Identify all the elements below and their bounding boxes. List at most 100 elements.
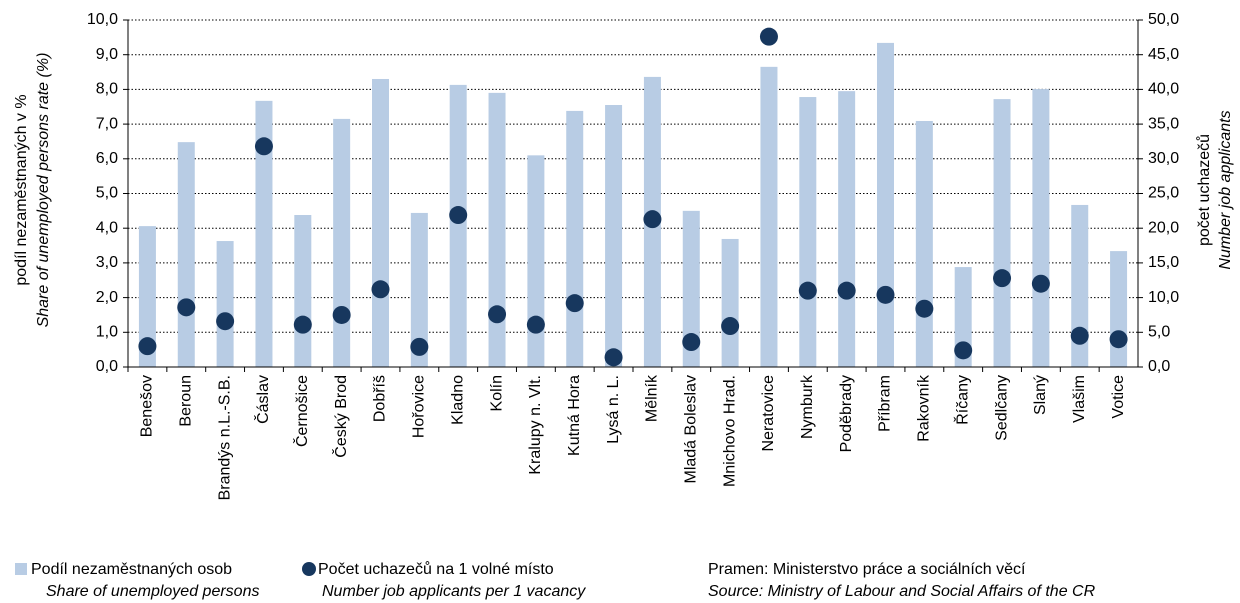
y-tick-label: 9,0 <box>96 46 118 63</box>
dot <box>449 206 468 225</box>
source: Pramen: Ministerstvo práce a sociálních … <box>708 561 1026 578</box>
y2-tick-label: 50,0 <box>1148 11 1179 28</box>
dot <box>993 269 1012 288</box>
bar <box>799 97 817 367</box>
y2-tick-label: 0,0 <box>1148 358 1170 375</box>
dot <box>177 298 196 317</box>
y2-tick-label: 20,0 <box>1148 219 1179 236</box>
y2-tick-label: 5,0 <box>1148 324 1170 341</box>
y-axis-label: Share of unemployed persons rate (%) <box>35 53 52 328</box>
bar <box>527 155 545 367</box>
bar <box>372 78 389 368</box>
x-tick-label: Dobříš <box>372 375 389 422</box>
dot <box>721 317 740 336</box>
legend-label: Počet uchazečů na 1 volné místo <box>318 560 554 578</box>
dot <box>1109 330 1128 349</box>
bar <box>410 212 428 367</box>
y-tick-label: 1,0 <box>96 324 118 341</box>
y2-tick-label: 15,0 <box>1148 254 1179 271</box>
y-tick-label: 10,0 <box>87 11 118 28</box>
dot <box>565 294 584 313</box>
y-tick-label: 4,0 <box>96 219 118 236</box>
y2-tick-label: 45,0 <box>1148 46 1179 63</box>
x-tick-label: Votice <box>1110 375 1127 419</box>
dot <box>759 27 778 46</box>
bar <box>1071 204 1089 367</box>
bar <box>333 118 351 368</box>
bar <box>760 66 778 367</box>
y2-axis-label: Number job applicants <box>1217 110 1234 269</box>
dot <box>682 333 701 352</box>
x-tick-label: Čáslav <box>253 375 272 424</box>
bar <box>488 92 506 368</box>
x-tick-label: Český Brod <box>331 375 350 458</box>
y-tick-label: 0,0 <box>96 358 118 375</box>
legend-label: Share of unemployed persons <box>46 583 259 600</box>
bar <box>566 110 584 367</box>
x-tick-label: Rakovník <box>916 374 933 442</box>
y2-tick-label: 40,0 <box>1148 81 1179 98</box>
y-tick-label: 8,0 <box>96 81 118 98</box>
x-tick-label: Kutná Hora <box>566 375 583 456</box>
bar <box>838 91 856 367</box>
x-tick-label: Říčany <box>952 375 971 425</box>
x-tick-label: Beroun <box>177 375 194 427</box>
x-tick-label: Kolín <box>488 375 505 411</box>
dot <box>798 281 817 300</box>
x-tick-label: Mladá Boleslav <box>682 375 699 484</box>
bar <box>993 99 1011 367</box>
x-tick-label: Lysá n. L. <box>605 375 622 444</box>
bar <box>915 120 933 368</box>
x-tick-label: Mělník <box>644 374 661 422</box>
y-tick-label: 2,0 <box>96 289 118 306</box>
dot <box>1031 274 1050 293</box>
dot <box>410 337 429 356</box>
bar <box>721 238 739 367</box>
y-axis-label: podíl nezaměstnaných v % <box>13 94 30 285</box>
bar <box>877 42 894 367</box>
y-tick-label: 3,0 <box>96 254 118 271</box>
x-tick-label: Nymburk <box>799 374 816 439</box>
bar <box>1110 251 1128 367</box>
x-tick-label: Hořovice <box>411 375 428 438</box>
x-tick-label: Slaný <box>1032 375 1049 415</box>
bar <box>255 100 273 367</box>
y2-axis-label: počet uchazečů <box>1195 134 1213 246</box>
x-tick-label: Neratovice <box>760 375 777 452</box>
dot <box>254 137 273 156</box>
dot <box>954 341 973 360</box>
dot <box>604 348 623 367</box>
bar <box>216 241 234 367</box>
dot <box>643 210 662 229</box>
x-tick-label: Příbram <box>877 375 894 432</box>
bar <box>138 226 156 367</box>
legend-label: Podíl nezaměstnaných osob <box>31 561 232 578</box>
y2-tick-label: 30,0 <box>1148 150 1179 167</box>
x-tick-label: Benešov <box>139 375 156 437</box>
dot <box>526 315 545 334</box>
x-tick-label: Černošice <box>292 375 311 447</box>
y-tick-label: 6,0 <box>96 150 118 167</box>
y-tick-label: 7,0 <box>96 115 118 132</box>
dot <box>837 281 856 300</box>
x-tick-label: Brandýs n.L.-S.B. <box>216 375 233 500</box>
bar <box>1032 89 1050 367</box>
dot <box>293 315 312 334</box>
bar <box>294 215 312 367</box>
bar <box>177 142 195 367</box>
bar <box>449 84 467 367</box>
legend-swatch <box>15 563 27 575</box>
dot <box>332 305 351 324</box>
dot <box>216 312 235 331</box>
legend-swatch <box>302 562 316 576</box>
bar <box>605 105 623 367</box>
dot <box>876 285 895 304</box>
x-tick-label: Kladno <box>449 375 466 425</box>
x-tick-label: Kralupy n. Vlt. <box>527 375 544 475</box>
dot <box>138 337 157 356</box>
y-tick-label: 5,0 <box>96 185 118 202</box>
bar <box>682 210 700 367</box>
y2-tick-label: 25,0 <box>1148 185 1179 202</box>
legend-label: Number job applicants per 1 vacancy <box>322 583 586 600</box>
